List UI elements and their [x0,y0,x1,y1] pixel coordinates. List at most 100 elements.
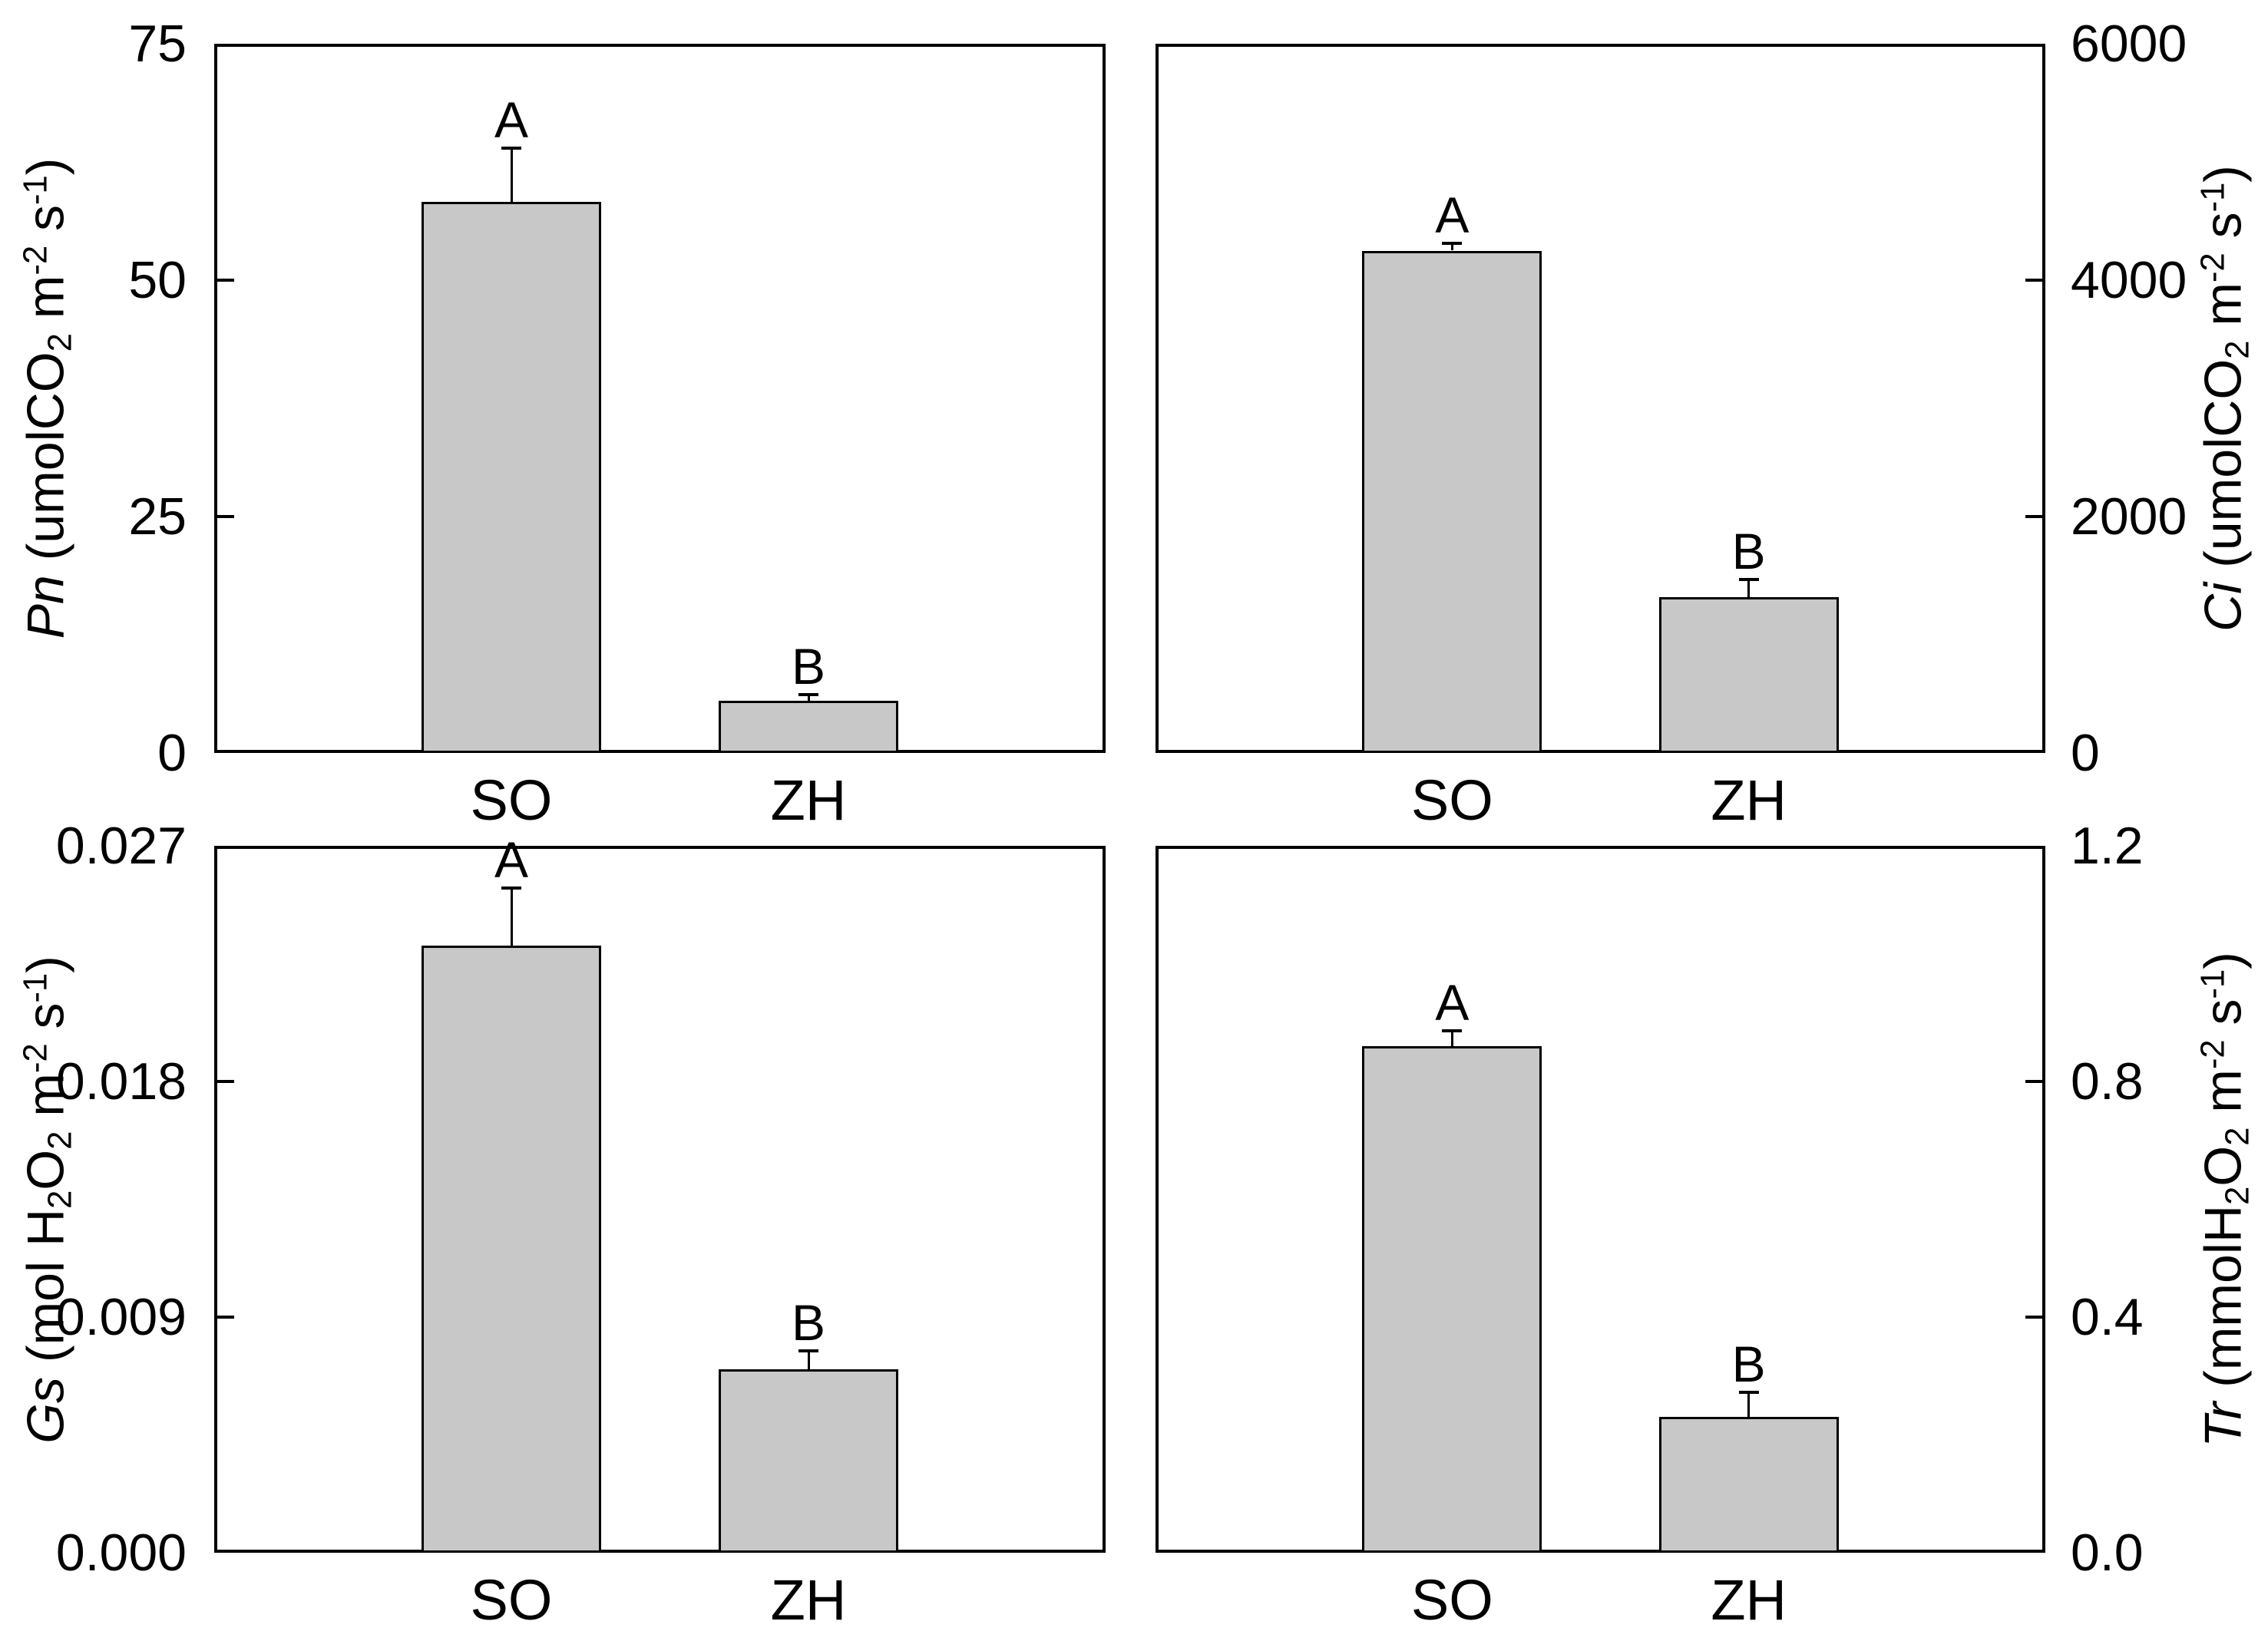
sig-letter-top-right-1: B [1731,522,1766,579]
error-bar-cap-bottom-left-1 [798,1349,818,1353]
y-axis-title-top-right: Ci (umolCO2 m-2 s-1) [2194,165,2257,632]
y-axis-title-segment: 2 [2219,340,2256,359]
y-axis-title-segment: ) [2194,165,2253,183]
error-bar-cap-top-right-1 [1738,577,1759,581]
y-axis-title-segment: m [16,275,75,334]
y-axis-title-segment: Tr [2194,1402,2253,1448]
y-axis-title-segment: s [2194,998,2253,1039]
error-bar-cap-top-right-0 [1442,242,1463,246]
bar-bottom-left-SO [422,945,601,1553]
error-bar-line-top-right-0 [1450,243,1453,251]
y-tick-label-bottom-left-2: 0.018 [55,1052,187,1111]
y-tickmark-top-left-1 [217,279,234,282]
bar-bottom-right-ZH [1658,1417,1839,1553]
y-tick-label-top-right-3: 6000 [2071,15,2187,73]
x-category-label-top-right-SO: SO [1410,768,1493,832]
y-tick-label-top-right-2: 4000 [2071,251,2187,309]
y-tick-label-bottom-right-0: 0.0 [2071,1524,2144,1582]
x-category-label-bottom-right-ZH: ZH [1711,1568,1787,1632]
y-axis-title-top-left: Pn (umolCO2 m-2 s-1) [16,158,80,639]
bar-top-right-SO [1362,250,1542,753]
sig-letter-bottom-right-0: A [1435,973,1470,1031]
bar-top-left-SO [422,201,601,753]
y-tick-label-top-left-1: 25 [128,487,187,546]
sig-letter-bottom-right-1: B [1731,1336,1766,1393]
y-axis-title-bottom-right: Tr (mmolH2O2 m-2 s-1) [2194,952,2257,1448]
bar-top-left-ZH [719,701,898,753]
y-axis-title-segment: s [16,204,75,246]
y-tick-label-top-left-2: 50 [128,251,187,309]
error-bar-cap-bottom-right-0 [1442,1029,1463,1032]
y-tick-label-bottom-right-1: 0.4 [2071,1288,2144,1346]
y-axis-title-segment: -2 [2194,1038,2232,1069]
y-tick-label-top-left-3: 75 [128,15,187,73]
y-tick-label-top-left-0: 0 [157,724,187,782]
y-axis-title-segment: 2 [2219,1186,2256,1205]
y-tickmark-top-left-0 [217,515,234,518]
sig-letter-top-left-1: B [791,637,826,695]
sig-letter-top-right-0: A [1435,187,1470,244]
error-bar-cap-top-left-0 [501,146,521,150]
sig-letter-bottom-left-0: A [494,830,529,888]
error-bar-line-bottom-right-0 [1450,1030,1453,1046]
y-axis-title-segment: (umolCO [16,352,75,576]
plot-frame-top-right [1155,44,2045,753]
x-category-label-top-left-SO: SO [470,768,553,832]
y-axis-title-segment: m [2194,282,2253,341]
x-category-label-top-left-ZH: ZH [770,768,847,832]
y-axis-title-segment: -2 [17,245,55,276]
y-axis-title-segment: m [16,1072,75,1131]
bar-top-right-ZH [1658,596,1839,753]
error-bar-cap-top-left-1 [798,692,818,696]
error-bar-line-bottom-right-1 [1747,1392,1751,1418]
y-axis-title-segment: O [16,1149,75,1190]
y-axis-title-segment: O [2194,1145,2253,1187]
bar-bottom-left-ZH [719,1369,898,1553]
y-axis-title-segment: ) [16,157,75,176]
y-axis-title-segment: s [16,1002,75,1043]
sig-letter-bottom-left-1: B [791,1294,826,1352]
y-tickmark-bottom-left-0 [217,1316,234,1319]
y-axis-title-segment: -1 [2194,182,2232,213]
y-axis-title-segment: Pn [16,575,75,639]
y-axis-title-segment: (mmolH [2194,1204,2253,1402]
y-axis-title-segment: Gs [16,1376,75,1444]
x-category-label-top-right-ZH: ZH [1711,768,1787,832]
error-bar-line-top-left-0 [510,147,513,202]
error-bar-line-bottom-left-0 [510,887,513,946]
sig-letter-top-left-0: A [494,91,529,148]
x-category-label-bottom-left-SO: SO [470,1568,553,1632]
plot-frame-bottom-right [1155,846,2045,1553]
y-axis-title-segment: ) [16,955,75,973]
error-bar-cap-bottom-left-0 [501,886,521,890]
y-tick-label-top-right-0: 0 [2071,724,2100,782]
y-tick-label-bottom-left-0: 0.000 [55,1524,187,1582]
y-tickmark-top-right-0 [2025,515,2042,518]
y-axis-title-segment: (umolCO [2194,358,2253,583]
x-category-label-bottom-right-SO: SO [1410,1568,1493,1632]
bar-bottom-right-SO [1362,1045,1542,1553]
y-axis-title-segment: 2 [41,1190,79,1209]
x-category-label-bottom-left-ZH: ZH [770,1568,847,1632]
y-axis-title-bottom-left: Gs (mol H2O2 m-2 s-1) [16,956,80,1444]
y-axis-title-segment: s [2194,212,2253,253]
y-tick-label-top-right-1: 2000 [2071,487,2187,546]
y-axis-title-segment: -2 [17,1042,55,1073]
y-tickmark-bottom-right-0 [2025,1316,2042,1319]
error-bar-line-top-right-1 [1747,579,1751,597]
error-bar-line-bottom-left-1 [807,1351,810,1370]
y-tick-label-bottom-right-2: 0.8 [2071,1052,2144,1111]
y-tickmark-bottom-right-1 [2025,1080,2042,1083]
error-bar-line-top-left-1 [807,694,810,702]
y-axis-title-segment: -1 [17,175,55,205]
y-axis-title-segment: m [2194,1068,2253,1128]
y-axis-title-segment: -1 [17,972,55,1002]
plot-frame-top-left [214,44,1106,753]
error-bar-cap-bottom-right-1 [1738,1391,1759,1395]
y-axis-title-segment: 2 [2219,1127,2256,1146]
y-tick-label-bottom-left-1: 0.009 [55,1288,187,1346]
y-axis-title-segment: ) [2194,951,2253,969]
plot-frame-bottom-left [214,846,1106,1553]
y-axis-title-segment: 2 [41,333,79,352]
